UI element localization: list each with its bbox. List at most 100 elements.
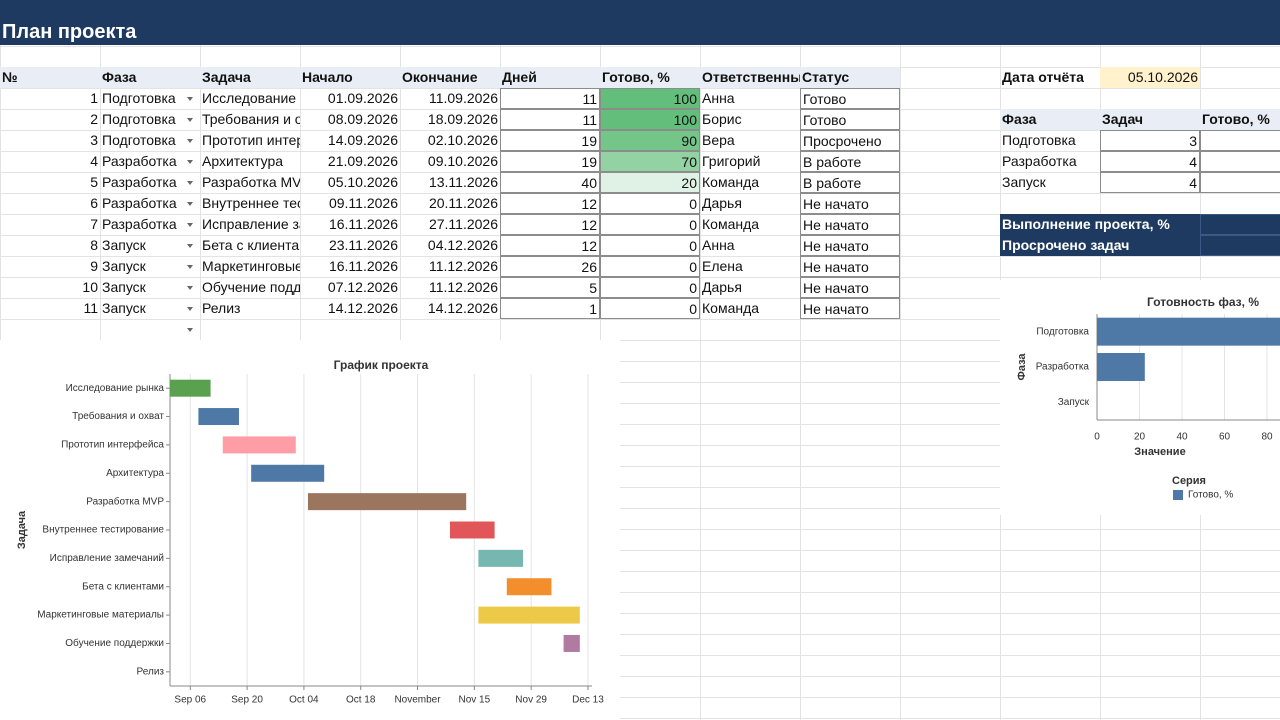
dropdown-arrow[interactable] [187, 160, 193, 164]
table-cell: Вера [702, 132, 735, 148]
table-cell: 23.11.2026 [328, 237, 398, 253]
table-cell: 0 [600, 214, 700, 235]
column-header: Окончание [400, 67, 500, 88]
y-tick-label: Запуск [1058, 397, 1090, 408]
x-tick-label: 80 [1261, 432, 1273, 443]
table-cell: Релиз [202, 300, 241, 316]
table-cell: 05.10.2026 [327, 174, 398, 190]
table-cell: 9 [90, 258, 98, 274]
table-cell: 11 [83, 300, 98, 316]
dropdown-arrow[interactable] [187, 244, 193, 248]
table-cell: 08.09.2026 [327, 111, 398, 127]
table-cell: Исправление замечаний [202, 216, 300, 232]
table-cell: 04.12.2026 [427, 237, 498, 253]
title-bar: План проекта [0, 0, 1280, 45]
table-cell: 12 [500, 193, 600, 214]
dropdown-arrow[interactable] [187, 265, 193, 269]
table-cell: 18.09.2026 [427, 111, 498, 127]
y-tick-label: Подготовка [1036, 326, 1089, 337]
table-cell: 0 [600, 277, 700, 298]
table-cell: 5 [500, 277, 600, 298]
dropdown-arrow[interactable] [187, 307, 193, 311]
x-tick-label: Nov 15 [458, 695, 490, 706]
table-cell: 5 [90, 174, 98, 190]
table-cell: 27.11.2026 [428, 216, 498, 232]
kpi-label: Выполнение проекта, % [1000, 214, 1200, 235]
report-date-label: Дата отчёта [1002, 69, 1084, 85]
table-cell: Дарья [702, 195, 742, 211]
table-cell: 0 [600, 235, 700, 256]
column-header: № [0, 67, 100, 88]
y-tick-label: Исправление замечаний [50, 553, 164, 564]
dropdown-arrow[interactable] [187, 97, 193, 101]
gantt-bar [478, 606, 580, 624]
x-tick-label: Oct 18 [346, 695, 376, 706]
x-tick-label: 20 [1134, 432, 1146, 443]
table-cell: Не начато [800, 277, 900, 298]
table-cell: Елена [702, 258, 743, 274]
table-cell: 7 [90, 216, 98, 232]
y-tick-label: Требования и охват [72, 410, 164, 422]
table-cell: 09.10.2026 [427, 153, 498, 169]
table-cell: Запуск [102, 279, 146, 295]
table-cell: Не начато [800, 235, 900, 256]
dropdown-arrow[interactable] [187, 223, 193, 227]
table-cell: Готово [800, 109, 900, 130]
y-tick-label: Обучение поддержки [65, 637, 164, 649]
table-cell: Архитектура [202, 153, 284, 169]
x-tick-label: Oct 04 [289, 695, 319, 706]
table-cell: 09.11.2026 [328, 195, 398, 211]
x-tick-label: Nov 29 [515, 695, 547, 706]
table-cell: Команда [702, 216, 760, 232]
table-cell: 16.11.2026 [328, 258, 398, 274]
table-cell: 11 [500, 88, 600, 109]
table-cell: Дарья [702, 279, 742, 295]
table-cell: 14.09.2026 [327, 132, 398, 148]
table-cell: Не начато [800, 298, 900, 319]
table-cell: Борис [702, 111, 742, 127]
dropdown-arrow[interactable] [187, 118, 193, 122]
gantt-chart: График проекта Задача Sep 06 Sep 20 Oct 04 Oc… [0, 340, 620, 720]
kpi-value [1200, 235, 1280, 256]
table-cell: 70 [600, 151, 700, 172]
table-cell: 0 [600, 256, 700, 277]
table-cell: Запуск [102, 300, 146, 316]
dropdown-arrow[interactable] [187, 286, 193, 290]
table-cell: Маркетинговые материалы [202, 258, 300, 274]
table-cell: Запуск [102, 237, 146, 253]
table-cell: 12 [500, 214, 600, 235]
table-cell: Внутреннее тестирование [202, 195, 300, 211]
column-header: Дней [500, 67, 600, 88]
table-cell: 19 [500, 130, 600, 151]
table-cell: 90 [600, 130, 700, 151]
table-cell: 100 [600, 88, 700, 109]
x-tick-label: 40 [1176, 432, 1188, 443]
x-axis-label: Значение [1134, 446, 1185, 458]
legend-label: Готово, % [1188, 490, 1233, 501]
y-tick-label: Бета с клиентами [82, 581, 164, 592]
table-cell: 6 [90, 195, 98, 211]
table-cell: 1 [90, 90, 98, 106]
summary-header: Фаза [1000, 109, 1100, 130]
table-cell: 19 [500, 151, 600, 172]
table-cell: 2 [90, 111, 98, 127]
table-cell: 11.12.2026 [428, 258, 498, 274]
dropdown-arrow[interactable] [187, 139, 193, 143]
y-tick-label: Архитектура [106, 468, 164, 479]
x-tick-label: Dec 13 [572, 695, 604, 706]
dropdown-arrow[interactable] [187, 181, 193, 185]
table-cell: Анна [702, 90, 735, 106]
column-header: Фаза [100, 67, 200, 88]
table-cell: Разработка MVP [202, 174, 300, 190]
table-cell: В работе [800, 151, 900, 172]
dropdown-arrow[interactable] [187, 202, 193, 206]
table-cell: 14.12.2026 [427, 300, 498, 316]
summary-cell: Запуск [1002, 174, 1046, 190]
table-cell: Запуск [102, 258, 146, 274]
gantt-bar [170, 379, 211, 397]
table-cell: Подготовка [102, 111, 176, 127]
dropdown-arrow[interactable] [187, 328, 193, 332]
table-cell: Прототип интерфейса [202, 132, 300, 148]
table-cell: 13.11.2026 [428, 174, 498, 190]
